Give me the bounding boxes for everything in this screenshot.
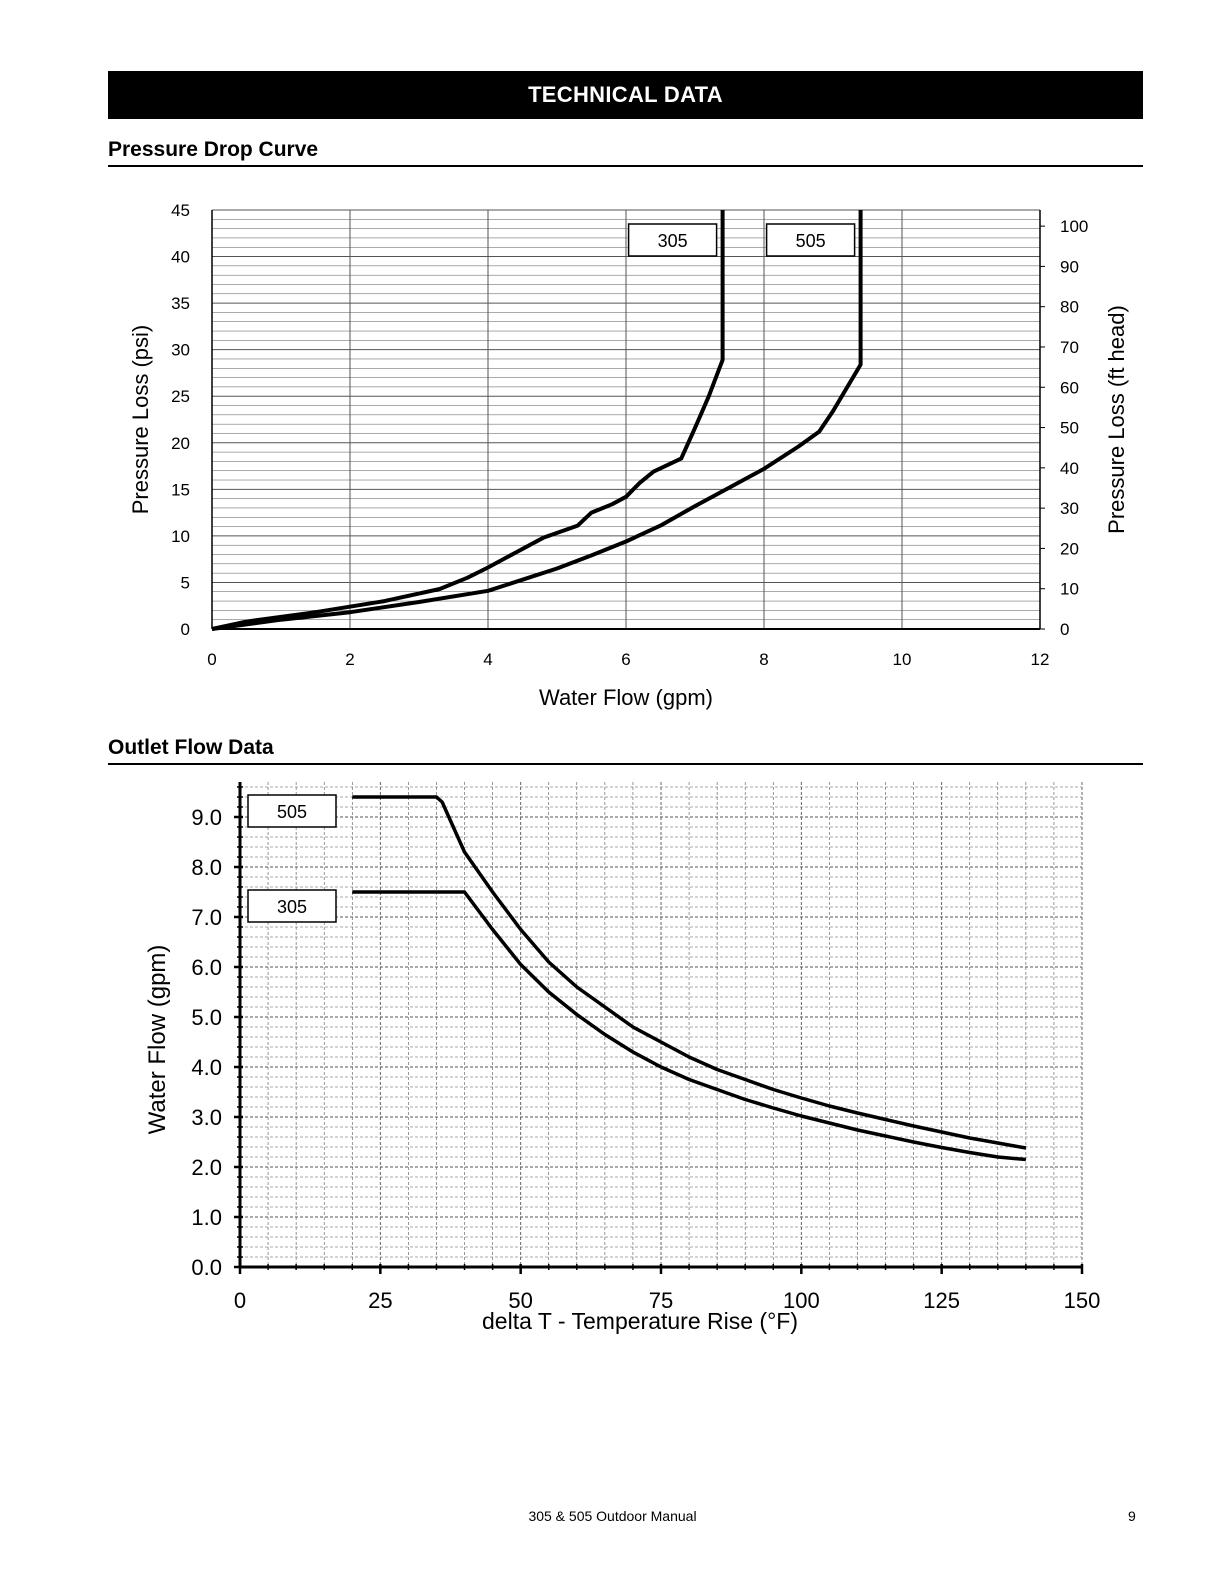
footer-title: 305 & 505 Outdoor Manual <box>528 1508 697 1524</box>
x-tick-label: 125 <box>923 1288 960 1313</box>
y-tick-label: 30 <box>171 341 190 360</box>
y2-tick-label: 0 <box>1060 620 1069 639</box>
y-tick-label: 5 <box>181 573 190 592</box>
y-tick-label: 3.0 <box>191 1105 222 1130</box>
y-tick-label: 7.0 <box>191 905 222 930</box>
y-tick-label: 6.0 <box>191 955 222 980</box>
y2-axis-title: Pressure Loss (ft head) <box>1104 305 1129 534</box>
y-tick-label: 8.0 <box>191 855 222 880</box>
page-number: 9 <box>1128 1508 1136 1524</box>
y2-tick-label: 20 <box>1060 539 1079 558</box>
series-line-505 <box>352 795 1027 1150</box>
y-tick-label: 35 <box>171 294 190 313</box>
series-line-305 <box>211 210 725 631</box>
y-axis-title: Water Flow (gpm) <box>144 945 171 1135</box>
x-axis-title: Water Flow (gpm) <box>539 685 713 710</box>
x-tick-label: 75 <box>649 1288 673 1313</box>
y2-tick-label: 40 <box>1060 459 1079 478</box>
y-tick-label: 9.0 <box>191 805 222 830</box>
y-tick-label: 10 <box>171 527 190 546</box>
series-line-305 <box>352 890 1027 1162</box>
x-tick-label: 6 <box>621 650 630 669</box>
y-axis-title: Pressure Loss (psi) <box>128 325 153 515</box>
x-tick-label: 25 <box>368 1288 392 1313</box>
x-tick-label: 0 <box>207 650 216 669</box>
y-tick-label: 2.0 <box>191 1155 222 1180</box>
y-tick-label: 4.0 <box>191 1055 222 1080</box>
y2-tick-label: 10 <box>1060 580 1079 599</box>
y-tick-label: 1.0 <box>191 1205 222 1230</box>
x-tick-label: 100 <box>783 1288 820 1313</box>
section-title-outlet-flow: Outlet Flow Data <box>108 736 1143 765</box>
y2-tick-label: 70 <box>1060 338 1079 357</box>
y-tick-label: 40 <box>171 248 190 267</box>
y-tick-label: 0.0 <box>191 1255 222 1280</box>
series-label-box <box>765 223 856 257</box>
x-tick-label: 2 <box>345 650 354 669</box>
x-tick-label: 12 <box>1031 650 1050 669</box>
y-tick-label: 5.0 <box>191 1005 222 1030</box>
y2-tick-label: 50 <box>1060 419 1079 438</box>
x-tick-label: 8 <box>759 650 768 669</box>
x-tick-label: 150 <box>1064 1288 1101 1313</box>
series-line-505 <box>211 210 863 631</box>
series-label-505: 505 <box>796 231 826 251</box>
y-tick-label: 0 <box>181 620 190 639</box>
y2-tick-label: 30 <box>1060 499 1079 518</box>
series-label-box <box>247 889 337 923</box>
x-tick-label: 4 <box>483 650 492 669</box>
series-label-box <box>247 794 337 828</box>
y-tick-label: 25 <box>171 387 190 406</box>
section-title-pressure-drop: Pressure Drop Curve <box>108 138 1143 167</box>
series-label-box <box>627 223 718 257</box>
y-tick-label: 45 <box>171 201 190 220</box>
x-tick-label: 50 <box>508 1288 532 1313</box>
y2-tick-label: 100 <box>1060 217 1088 236</box>
series-label-305: 305 <box>658 231 688 251</box>
pressure-drop-chart: 0 2 4 6 8 10 12 0 5 10 15 20 25 30 35 40 45 0 10 20 30 40 50 60… <box>128 201 1129 710</box>
x-axis-title: delta T - Temperature Rise (°F) <box>482 1308 798 1334</box>
y-tick-label: 15 <box>171 480 190 499</box>
banner: TECHNICAL DATA <box>108 71 1143 119</box>
y2-tick-label: 80 <box>1060 298 1079 317</box>
outlet-flow-chart: 0 25 50 75 100 125 150 0.0 1.0 2.0 3.0 4.0 5.0 6.0 7.0… <box>144 782 1101 1334</box>
y2-tick-label: 60 <box>1060 378 1079 397</box>
y2-tick-label: 90 <box>1060 257 1079 276</box>
y-tick-label: 20 <box>171 434 190 453</box>
series-label-305: 305 <box>277 897 307 917</box>
x-tick-label: 0 <box>234 1288 246 1313</box>
series-label-505: 505 <box>277 802 307 822</box>
x-tick-label: 10 <box>893 650 912 669</box>
